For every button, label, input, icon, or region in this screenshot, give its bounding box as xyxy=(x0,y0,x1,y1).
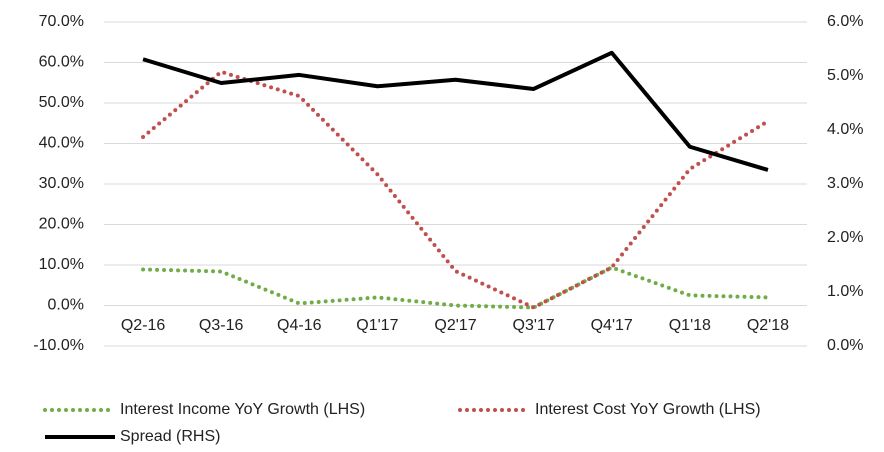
x-tick-label: Q4-16 xyxy=(277,317,322,334)
y2-tick-label: 3.0% xyxy=(827,175,863,192)
x-tick-label: Q1'18 xyxy=(669,317,711,334)
y-tick-label: 70.0% xyxy=(39,13,84,30)
series-line xyxy=(142,50,769,172)
x-tick-label: Q2-16 xyxy=(121,317,166,334)
legend-label: Interest Income YoY Growth (LHS) xyxy=(120,401,365,418)
y-tick-label: 10.0% xyxy=(39,256,84,273)
series-line xyxy=(141,69,770,310)
series-line xyxy=(141,265,770,310)
y-tick-label: 60.0% xyxy=(39,54,84,71)
x-tick-label: Q4'17 xyxy=(591,317,633,334)
y-tick-label: 20.0% xyxy=(39,216,84,233)
y2-tick-label: 0.0% xyxy=(827,337,863,354)
x-tick-label: Q1'17 xyxy=(356,317,398,334)
y2-tick-label: 4.0% xyxy=(827,121,863,138)
y2-tick-label: 1.0% xyxy=(827,283,863,300)
x-tick-label: Q2'17 xyxy=(434,317,476,334)
y-tick-label: 50.0% xyxy=(39,94,84,111)
y2-tick-label: 5.0% xyxy=(827,67,863,84)
x-tick-label: Q3'17 xyxy=(513,317,555,334)
x-tick-label: Q3-16 xyxy=(199,317,244,334)
y2-tick-label: 2.0% xyxy=(827,229,863,246)
y-tick-label: 40.0% xyxy=(39,135,84,152)
y2-tick-label: 6.0% xyxy=(827,13,863,30)
y-tick-label: 0.0% xyxy=(48,297,84,314)
legend-label: Spread (RHS) xyxy=(120,428,220,445)
y-tick-label: -10.0% xyxy=(33,337,84,354)
legend-label: Interest Cost YoY Growth (LHS) xyxy=(535,401,761,418)
y-tick-label: 30.0% xyxy=(39,175,84,192)
x-tick-label: Q2'18 xyxy=(747,317,789,334)
